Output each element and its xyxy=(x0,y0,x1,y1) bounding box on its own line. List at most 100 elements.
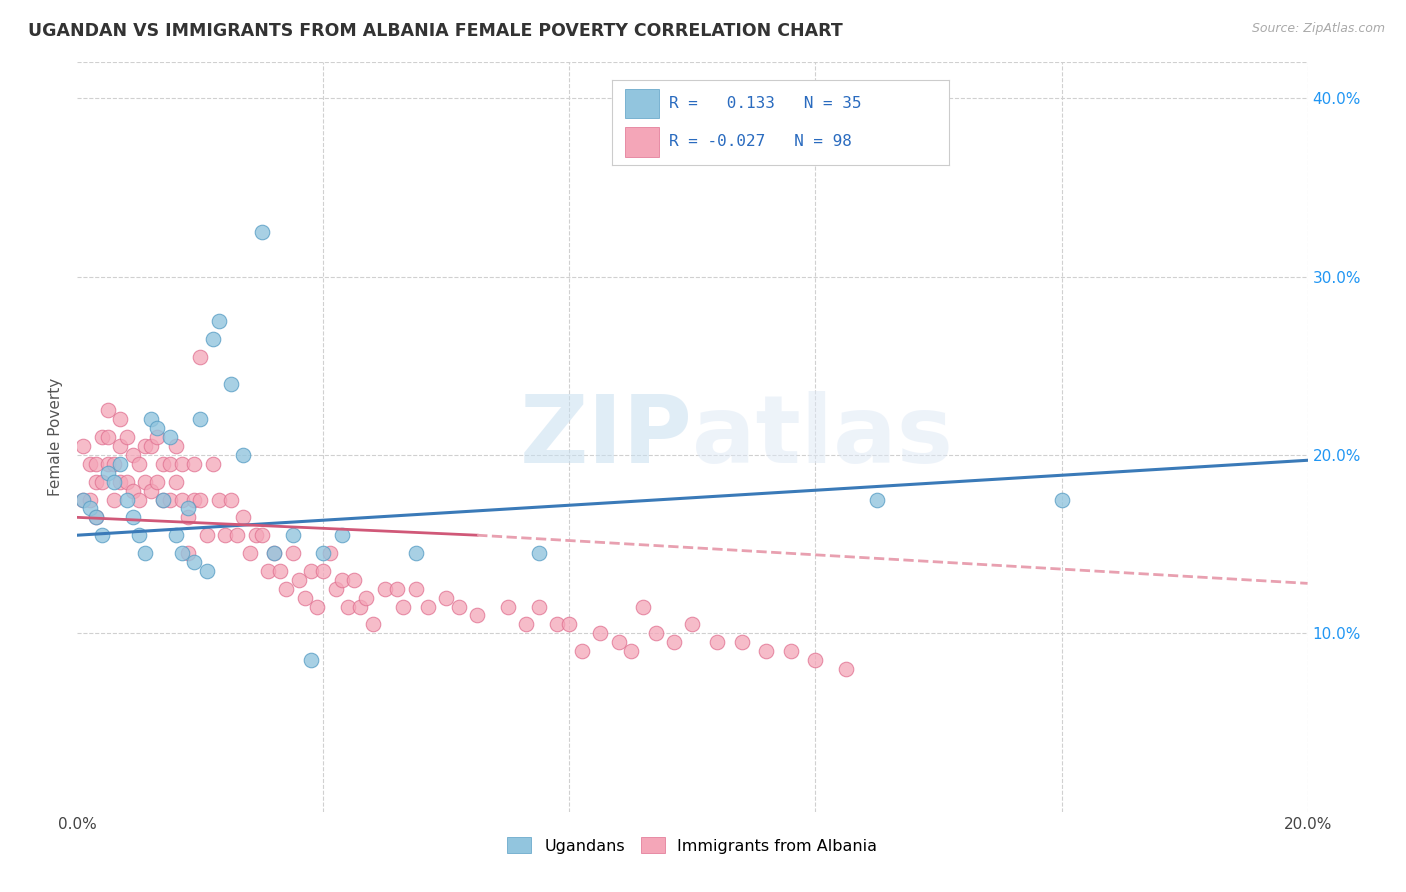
Point xyxy=(219,492,242,507)
Point xyxy=(263,546,285,560)
Point xyxy=(188,412,212,426)
Point xyxy=(731,635,754,649)
Point xyxy=(276,582,298,596)
Point xyxy=(146,475,169,489)
Text: R =   0.133   N = 35: R = 0.133 N = 35 xyxy=(669,96,862,112)
Point xyxy=(170,492,193,507)
Point xyxy=(250,528,273,542)
Point xyxy=(269,564,291,578)
Point xyxy=(281,546,304,560)
Point xyxy=(436,591,458,605)
Point xyxy=(318,546,340,560)
Point xyxy=(263,546,285,560)
Point xyxy=(214,528,236,542)
Point xyxy=(134,475,156,489)
FancyBboxPatch shape xyxy=(626,127,659,157)
Point xyxy=(79,457,101,471)
Point xyxy=(835,662,858,676)
Point xyxy=(558,617,581,632)
Point xyxy=(232,510,254,524)
Point xyxy=(128,492,150,507)
Text: R = -0.027   N = 98: R = -0.027 N = 98 xyxy=(669,134,852,149)
Point xyxy=(312,564,335,578)
Point xyxy=(219,376,242,391)
Point xyxy=(177,510,200,524)
Point xyxy=(103,492,125,507)
Point xyxy=(1050,492,1073,507)
Point xyxy=(110,412,132,426)
Legend: Ugandans, Immigrants from Albania: Ugandans, Immigrants from Albania xyxy=(501,830,884,860)
Point xyxy=(257,564,280,578)
Point xyxy=(146,421,169,435)
Point xyxy=(589,626,612,640)
FancyBboxPatch shape xyxy=(626,89,659,119)
Point xyxy=(288,573,311,587)
Point xyxy=(405,582,427,596)
Point xyxy=(110,475,132,489)
Point xyxy=(79,501,101,516)
Point xyxy=(755,644,778,658)
Point xyxy=(165,528,187,542)
Point xyxy=(195,528,218,542)
Point xyxy=(527,546,550,560)
Point xyxy=(159,457,181,471)
Point xyxy=(141,439,163,453)
Point xyxy=(90,430,114,444)
Point xyxy=(804,653,827,667)
Point xyxy=(84,510,107,524)
Point xyxy=(90,475,114,489)
Point xyxy=(208,314,231,328)
Point xyxy=(201,332,224,346)
Point xyxy=(356,591,378,605)
Point xyxy=(115,492,138,507)
Point xyxy=(115,430,138,444)
Point xyxy=(183,492,205,507)
Point xyxy=(110,439,132,453)
Point xyxy=(72,439,94,453)
Point xyxy=(780,644,803,658)
Point xyxy=(201,457,224,471)
Point xyxy=(250,225,273,239)
Point xyxy=(159,430,181,444)
Point xyxy=(527,599,550,614)
Point xyxy=(299,653,322,667)
Point xyxy=(416,599,439,614)
Point xyxy=(97,466,120,480)
Point xyxy=(84,510,107,524)
Point xyxy=(79,492,101,507)
Text: atlas: atlas xyxy=(693,391,953,483)
Point xyxy=(385,582,409,596)
Point xyxy=(208,492,231,507)
Point xyxy=(662,635,685,649)
Point xyxy=(706,635,728,649)
Point xyxy=(90,528,114,542)
Point xyxy=(571,644,593,658)
Point xyxy=(121,510,143,524)
Point xyxy=(141,483,163,498)
Point xyxy=(447,599,470,614)
Point xyxy=(152,492,174,507)
Point xyxy=(349,599,371,614)
Point xyxy=(245,528,267,542)
Point xyxy=(152,457,174,471)
Point xyxy=(84,457,107,471)
Point xyxy=(72,492,94,507)
Point xyxy=(195,564,218,578)
Point xyxy=(226,528,249,542)
Point xyxy=(121,483,143,498)
Point xyxy=(84,475,107,489)
Point xyxy=(682,617,704,632)
Point xyxy=(546,617,568,632)
Point xyxy=(159,492,181,507)
Point xyxy=(330,573,353,587)
Point xyxy=(134,546,156,560)
Point xyxy=(465,608,488,623)
Point xyxy=(188,350,212,364)
Point xyxy=(152,492,174,507)
Point xyxy=(294,591,316,605)
Point xyxy=(239,546,262,560)
Point xyxy=(515,617,537,632)
Point xyxy=(115,475,138,489)
Text: UGANDAN VS IMMIGRANTS FROM ALBANIA FEMALE POVERTY CORRELATION CHART: UGANDAN VS IMMIGRANTS FROM ALBANIA FEMAL… xyxy=(28,22,842,40)
Point xyxy=(183,555,205,569)
